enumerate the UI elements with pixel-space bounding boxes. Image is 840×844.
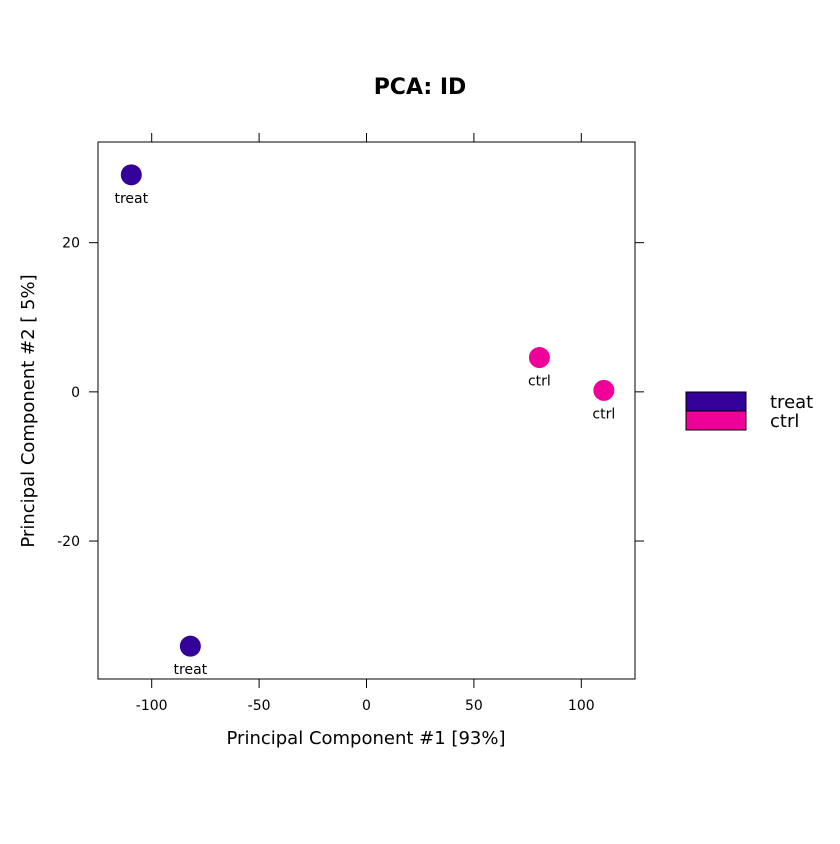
y-axis-label: Principal Component #2 [ 5%] — [18, 274, 39, 547]
x-tick-label: -50 — [248, 698, 271, 714]
data-points: treat treat ctrl ctrl — [114, 164, 615, 678]
plot-frame — [97, 141, 636, 680]
point-label: ctrl — [528, 374, 551, 390]
scatter-point-treat — [179, 635, 201, 657]
scatter-point-ctrl — [593, 379, 615, 401]
axis-ticks: -100 -50 0 50 100 -20 0 20 — [57, 133, 644, 714]
x-tick-label: 0 — [362, 698, 371, 714]
y-tick-label: -20 — [57, 534, 80, 550]
x-tick-label: 50 — [465, 698, 483, 714]
scatter-point-ctrl — [528, 347, 550, 369]
x-tick-label: -100 — [136, 698, 168, 714]
point-label: treat — [114, 191, 148, 207]
x-tick-label: 100 — [568, 698, 595, 714]
legend-label-treat: treat — [770, 392, 813, 413]
point-label: treat — [174, 662, 208, 678]
legend-swatch-ctrl — [685, 410, 747, 431]
y-tick-label: 20 — [62, 236, 80, 252]
chart-title: PCA: ID — [374, 75, 467, 100]
y-tick-label: 0 — [71, 385, 80, 401]
legend-swatch-treat — [685, 391, 747, 412]
x-axis-label: Principal Component #1 [93%] — [227, 728, 506, 749]
scatter-point-treat — [120, 164, 142, 186]
point-label: ctrl — [592, 406, 615, 422]
legend-label-ctrl: ctrl — [770, 411, 799, 432]
